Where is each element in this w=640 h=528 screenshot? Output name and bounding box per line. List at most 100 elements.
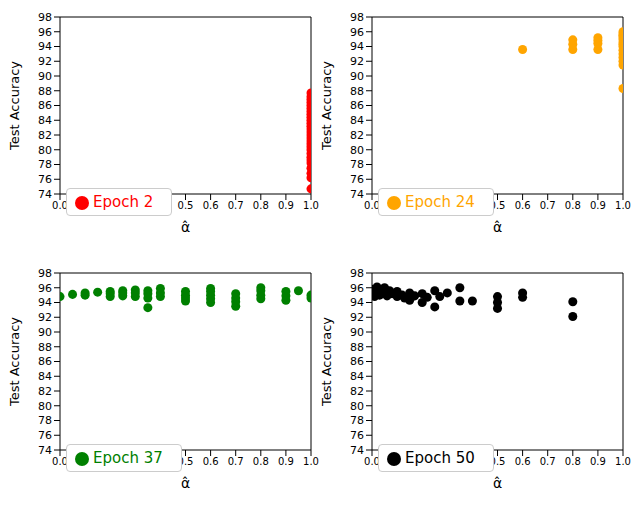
svg-text:0.3: 0.3 [439,456,455,467]
svg-text:86: 86 [350,355,364,368]
svg-text:80: 80 [350,144,364,157]
svg-text:84: 84 [38,370,52,383]
svg-text:74: 74 [350,188,364,201]
svg-text:78: 78 [38,414,52,427]
svg-text:0.7: 0.7 [540,456,556,467]
svg-text:94: 94 [38,296,52,309]
svg-text:94: 94 [350,296,364,309]
svg-text:0.8: 0.8 [565,456,581,467]
svg-text:0.9: 0.9 [278,200,294,211]
svg-text:98: 98 [38,11,52,24]
svg-text:82: 82 [350,129,364,142]
svg-text:92: 92 [350,55,364,68]
svg-text:0.5: 0.5 [490,456,506,467]
svg-text:90: 90 [350,326,364,339]
svg-text:0.4: 0.4 [464,200,480,211]
svg-text:78: 78 [38,158,52,171]
svg-text:0.7: 0.7 [228,200,244,211]
svg-text:94: 94 [350,40,364,53]
svg-text:0.6: 0.6 [515,200,531,211]
svg-text:Test Accuracy: Test Accuracy [8,61,22,151]
svg-text:96: 96 [350,282,364,295]
svg-text:1.0: 1.0 [615,200,631,211]
svg-text:0.1: 0.1 [77,456,93,467]
svg-text:Test Accuracy: Test Accuracy [320,61,334,151]
svg-text:74: 74 [38,444,52,457]
svg-text:0.0: 0.0 [364,200,380,211]
svg-text:82: 82 [350,385,364,398]
svg-text:88: 88 [38,85,52,98]
svg-text:0.3: 0.3 [127,456,143,467]
svg-text:0.1: 0.1 [77,200,93,211]
svg-text:α̂: α̂ [181,219,190,235]
svg-text:74: 74 [350,444,364,457]
svg-text:0.8: 0.8 [253,456,269,467]
svg-text:Test Accuracy: Test Accuracy [8,317,22,407]
svg-text:92: 92 [38,55,52,68]
svg-text:84: 84 [350,370,364,383]
svg-text:88: 88 [350,85,364,98]
svg-text:1.0: 1.0 [303,456,319,467]
svg-text:0.8: 0.8 [565,200,581,211]
svg-text:0.3: 0.3 [439,200,455,211]
svg-text:0.0: 0.0 [364,456,380,467]
svg-text:80: 80 [38,400,52,413]
svg-text:0.7: 0.7 [540,200,556,211]
svg-text:α̂: α̂ [493,219,502,235]
svg-text:0.1: 0.1 [389,456,405,467]
svg-text:0.5: 0.5 [178,200,194,211]
svg-text:92: 92 [350,311,364,324]
svg-text:98: 98 [38,267,52,280]
svg-text:0.2: 0.2 [102,456,118,467]
svg-text:74: 74 [38,188,52,201]
svg-text:0.4: 0.4 [152,200,168,211]
svg-text:0.4: 0.4 [464,456,480,467]
svg-text:82: 82 [38,385,52,398]
svg-text:78: 78 [350,414,364,427]
svg-text:0.9: 0.9 [590,200,606,211]
svg-text:78: 78 [350,158,364,171]
svg-text:94: 94 [38,40,52,53]
svg-text:0.5: 0.5 [178,456,194,467]
svg-text:76: 76 [350,429,364,442]
svg-text:96: 96 [38,282,52,295]
svg-text:0.0: 0.0 [52,200,68,211]
svg-text:0.4: 0.4 [152,456,168,467]
svg-text:0.0: 0.0 [52,456,68,467]
svg-text:0.7: 0.7 [228,456,244,467]
svg-text:96: 96 [350,26,364,39]
svg-text:84: 84 [38,114,52,127]
svg-text:76: 76 [350,173,364,186]
svg-text:90: 90 [350,70,364,83]
svg-text:0.1: 0.1 [389,200,405,211]
svg-text:98: 98 [350,267,364,280]
svg-text:90: 90 [38,326,52,339]
svg-text:86: 86 [38,99,52,112]
svg-text:0.2: 0.2 [102,200,118,211]
svg-text:96: 96 [38,26,52,39]
svg-text:86: 86 [38,355,52,368]
svg-text:84: 84 [350,114,364,127]
svg-text:1.0: 1.0 [303,200,319,211]
svg-text:0.3: 0.3 [127,200,143,211]
svg-text:0.6: 0.6 [203,200,219,211]
svg-text:88: 88 [38,341,52,354]
svg-text:α̂: α̂ [181,475,190,491]
svg-text:92: 92 [38,311,52,324]
svg-text:0.2: 0.2 [414,456,430,467]
svg-text:88: 88 [350,341,364,354]
svg-text:80: 80 [38,144,52,157]
svg-text:0.2: 0.2 [414,200,430,211]
svg-text:82: 82 [38,129,52,142]
svg-text:Test Accuracy: Test Accuracy [320,317,334,407]
svg-text:0.5: 0.5 [490,200,506,211]
svg-text:0.6: 0.6 [515,456,531,467]
svg-text:1.0: 1.0 [615,456,631,467]
svg-text:0.6: 0.6 [203,456,219,467]
svg-text:90: 90 [38,70,52,83]
svg-text:86: 86 [350,99,364,112]
svg-text:0.9: 0.9 [278,456,294,467]
svg-text:α̂: α̂ [493,475,502,491]
svg-text:76: 76 [38,173,52,186]
svg-text:98: 98 [350,11,364,24]
